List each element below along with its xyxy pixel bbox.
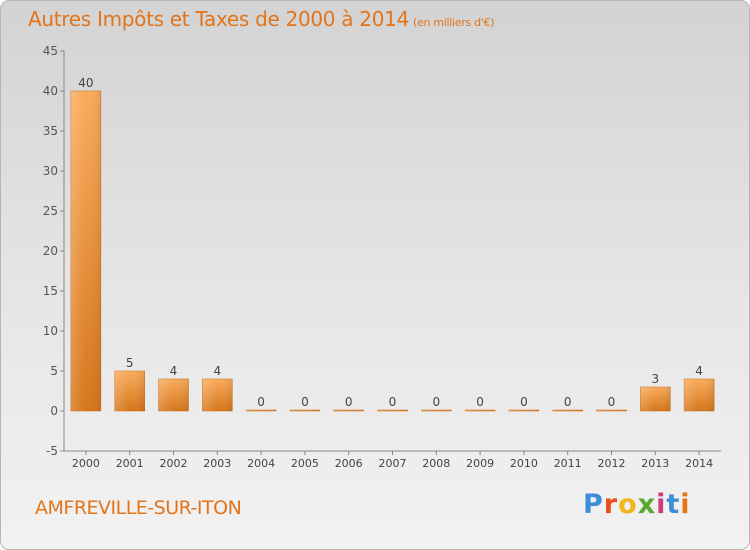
value-label: 5 (126, 356, 134, 370)
y-tick-label: 0 (50, 404, 58, 418)
commune-name: AMFREVILLE-SUR-ITON (35, 497, 242, 519)
x-tick-label: 2012 (598, 457, 626, 470)
logo-letter: r (603, 489, 619, 520)
x-tick-label: 2001 (116, 457, 144, 470)
value-label: 4 (213, 364, 221, 378)
bar-shading (508, 410, 539, 411)
value-label: 4 (170, 364, 178, 378)
bar-shading (289, 410, 320, 411)
y-tick-label: 35 (43, 124, 58, 138)
bar-shading (246, 410, 277, 411)
value-label: 0 (345, 395, 353, 409)
chart-title-text: Autres Impôts et Taxes de 2000 à 2014 (28, 7, 409, 31)
value-label: 0 (257, 395, 265, 409)
bars (70, 90, 715, 412)
value-label: 3 (651, 372, 659, 386)
bar-shading (202, 379, 233, 411)
logo-letter: i (656, 489, 667, 520)
y-tick-label: -5 (46, 444, 58, 458)
value-label: 0 (520, 395, 528, 409)
value-label: 4 (695, 364, 703, 378)
bar-shading (465, 410, 496, 411)
bar-shading (684, 379, 715, 411)
bar-shading (377, 410, 408, 411)
y-tick-label: 25 (43, 204, 58, 218)
value-label: 0 (301, 395, 309, 409)
value-label: 40 (78, 76, 93, 90)
x-tick-label: 2004 (247, 457, 275, 470)
logo-letter: o (618, 489, 638, 520)
y-tick-label: 40 (43, 84, 58, 98)
y-tick-label: 30 (43, 164, 58, 178)
x-tick-label: 2000 (72, 457, 100, 470)
logo-letter: x (637, 489, 657, 520)
unit-label: (en milliers d'€) (413, 16, 495, 29)
x-tick-label: 2009 (466, 457, 494, 470)
bar-shading (640, 387, 671, 411)
y-tick-label: 10 (43, 324, 58, 338)
x-tick-label: 2006 (335, 457, 363, 470)
value-label: 0 (608, 395, 616, 409)
bar-shading (333, 410, 364, 411)
value-label: 0 (564, 395, 572, 409)
x-tick-label: 2010 (510, 457, 538, 470)
logo-letter: t (666, 489, 681, 520)
bar-shading (421, 410, 452, 411)
bar-shading (596, 410, 627, 411)
y-tick-label: 5 (50, 364, 58, 378)
bar-shading (114, 371, 145, 411)
y-tick-label: 20 (43, 244, 58, 258)
x-tick-label: 2002 (160, 457, 188, 470)
y-tick-label: 45 (43, 44, 58, 58)
x-tick-label: 2011 (554, 457, 582, 470)
proxiti-logo: Proxiti (583, 489, 691, 520)
value-label: 0 (389, 395, 397, 409)
bar-shading (552, 410, 583, 411)
x-tick-label: 2003 (203, 457, 231, 470)
logo-letter: i (680, 489, 691, 520)
logo-letter: P (583, 489, 604, 520)
y-tick-label: 15 (43, 284, 58, 298)
x-tick-label: 2007 (379, 457, 407, 470)
value-label: 0 (432, 395, 440, 409)
value-label: 0 (476, 395, 484, 409)
x-tick-label: 2008 (422, 457, 450, 470)
chart-title: Autres Impôts et Taxes de 2000 à 2014 (en… (28, 7, 494, 31)
x-tick-label: 2013 (641, 457, 669, 470)
bar-shading (158, 379, 189, 411)
x-tick-label: 2005 (291, 457, 319, 470)
bar-shading (70, 91, 101, 411)
x-tick-label: 2014 (685, 457, 713, 470)
